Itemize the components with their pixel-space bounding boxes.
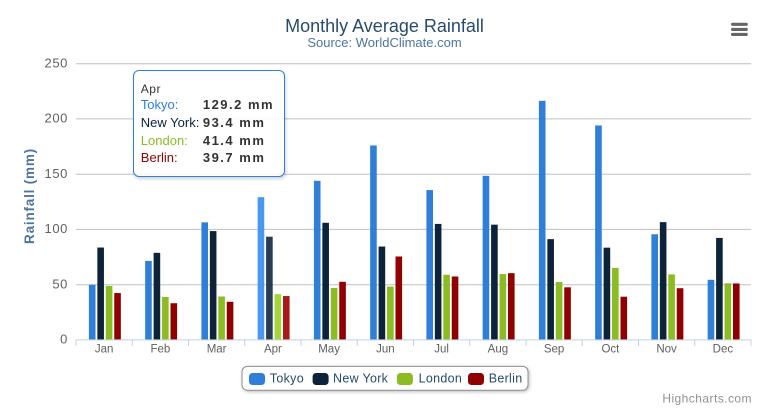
svg-text:Berlin: Berlin	[489, 372, 523, 386]
svg-text:Jul: Jul	[434, 343, 449, 355]
svg-text:Monthly Average Rainfall: Monthly Average Rainfall	[285, 16, 484, 36]
svg-text:200: 200	[45, 111, 69, 126]
svg-text:Oct: Oct	[601, 343, 620, 355]
svg-text:Aug: Aug	[488, 343, 508, 355]
svg-text:New York: New York	[333, 372, 389, 386]
svg-text:Apr: Apr	[264, 343, 282, 355]
svg-text:Tokyo: Tokyo	[270, 372, 304, 386]
svg-text:Nov: Nov	[656, 343, 677, 355]
svg-text:0: 0	[60, 332, 68, 347]
svg-text:Jan: Jan	[95, 343, 114, 355]
svg-text:Feb: Feb	[150, 343, 170, 355]
svg-text:Source: WorldClimate.com: Source: WorldClimate.com	[307, 35, 461, 50]
svg-text:Sep: Sep	[544, 343, 564, 355]
svg-text:May: May	[318, 343, 340, 355]
svg-text:100: 100	[45, 221, 69, 236]
svg-text:Highcharts.com: Highcharts.com	[662, 392, 752, 406]
svg-text:Mar: Mar	[207, 343, 227, 355]
svg-text:50: 50	[52, 277, 68, 292]
svg-text:Dec: Dec	[713, 343, 734, 355]
svg-text:Jun: Jun	[376, 343, 395, 355]
svg-text:250: 250	[45, 56, 69, 71]
svg-text:London: London	[419, 372, 463, 386]
svg-text:Rainfall (mm): Rainfall (mm)	[22, 148, 37, 244]
svg-text:150: 150	[45, 166, 69, 181]
